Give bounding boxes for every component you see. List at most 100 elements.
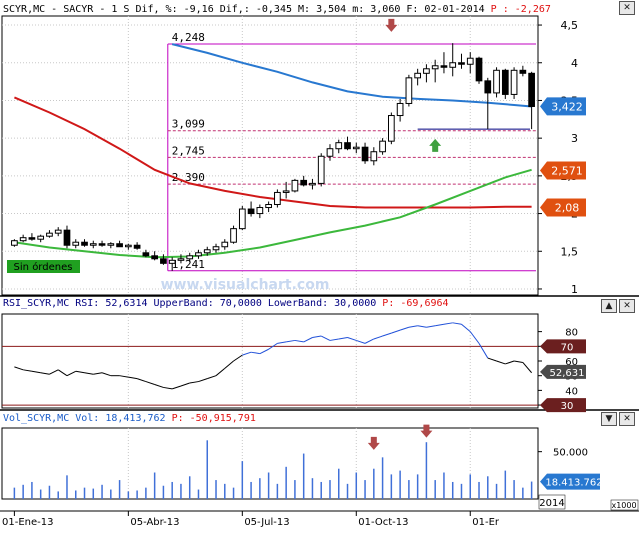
maximize-button[interactable]: ▲: [601, 299, 617, 313]
candle-body: [379, 140, 386, 153]
candle-body: [151, 255, 158, 260]
candle-body: [335, 142, 343, 150]
rsi-line-segment: [40, 372, 50, 375]
price-tag-label: 3,422: [551, 100, 583, 113]
fib-level-label: 1,241: [172, 258, 205, 271]
y-tick-label: 4,5: [561, 19, 579, 32]
rsi-line-segment: [145, 381, 155, 385]
rsi-line-segment: [286, 339, 295, 343]
candle-body: [203, 249, 211, 254]
candle-body: [256, 207, 264, 215]
candle-body: [63, 229, 71, 246]
y-tick-label: 1: [571, 283, 578, 296]
year-label: 2014: [539, 498, 564, 509]
rsi-line-segment: [391, 329, 401, 334]
rsi-line-segment: [23, 369, 32, 372]
price-tag: [540, 97, 586, 116]
candle-body: [265, 204, 272, 209]
price-tag: [540, 161, 586, 180]
candle-body: [195, 252, 202, 257]
x-tick-label: 05-Jul-13: [244, 517, 289, 528]
candle-body: [116, 243, 123, 248]
rsi-line-segment: [189, 381, 199, 384]
rsi-line-segment: [224, 360, 234, 369]
candle-body: [458, 62, 465, 65]
close-button[interactable]: ✕: [619, 299, 635, 313]
price-tag: [540, 198, 586, 217]
volume-value-tag-label: 18.413.762: [545, 478, 602, 489]
rsi-line-segment: [75, 370, 85, 374]
candle-body: [291, 179, 299, 192]
rsi-line-segment: [443, 322, 453, 325]
rsi-line-segment: [207, 375, 217, 380]
rsi-line-segment: [136, 378, 147, 383]
rsi-value-tag: [540, 364, 586, 379]
candle-body: [414, 72, 421, 79]
rsi-line-segment: [505, 360, 515, 365]
rsi-value-tag-label: 52,631: [550, 368, 585, 379]
rsi-line-segment: [364, 338, 375, 344]
rsi-line-segment: [312, 335, 322, 338]
candle-body: [133, 244, 141, 249]
rsi-line-segment: [426, 325, 436, 328]
candle-body: [326, 148, 334, 157]
rsi-line-segment: [399, 326, 410, 331]
rsi-line-segment: [251, 351, 260, 355]
candle-body: [160, 258, 167, 264]
rsi-line-segment: [268, 342, 278, 350]
watermark: www.visualchart.com: [161, 277, 330, 293]
candle-body: [370, 151, 378, 162]
rsi-line-segment: [215, 367, 226, 377]
green-moving-average-line: [14, 168, 532, 259]
rsi-line-segment: [66, 370, 76, 377]
volume-panel-frame: [1, 427, 539, 500]
rsi-line-segment: [417, 325, 427, 328]
candle-body: [230, 228, 237, 243]
candle-body: [274, 191, 281, 206]
candle-body: [177, 258, 185, 261]
candle-body: [510, 69, 518, 95]
candle-body: [317, 155, 325, 184]
rsi-line-segment: [128, 376, 138, 380]
rsi-value-tag: [540, 398, 586, 413]
rsi-line-segment: [461, 323, 471, 333]
rsi-line-segment: [84, 372, 94, 375]
candle-body: [449, 62, 457, 68]
candle-body: [344, 142, 351, 150]
rsi-line-segment: [163, 386, 173, 390]
candle-body: [440, 65, 448, 68]
y-tick-label: 4: [571, 57, 578, 70]
candle-body: [142, 252, 150, 257]
candle-body: [247, 208, 255, 215]
candle-body: [89, 243, 97, 246]
y-tick-label: 60: [565, 357, 578, 368]
rsi-line-segment: [496, 360, 506, 365]
close-button[interactable]: ✕: [619, 412, 635, 426]
rsi-value-tag-label: 30: [561, 401, 574, 412]
candle-body: [501, 69, 509, 95]
fib-level-label: 2,745: [172, 144, 205, 157]
scale-label-box: [610, 499, 639, 511]
up-arrow-marker: [429, 138, 442, 152]
candle-body: [405, 77, 413, 104]
rsi-line-segment: [14, 366, 24, 371]
candle-body: [238, 208, 246, 230]
status-badge-label: Sin órdenes: [14, 261, 73, 273]
y-tick-label: 40: [565, 386, 578, 397]
rsi-line-segment: [382, 332, 392, 337]
rsi-line-segment: [338, 337, 348, 340]
close-button[interactable]: ✕: [619, 1, 635, 15]
rsi-line-segment: [233, 354, 243, 362]
rsi-line-segment: [356, 339, 366, 344]
x-tick-label: 01-Ene-13: [2, 517, 53, 528]
y-tick-label: 50.000: [553, 448, 588, 459]
candle-body: [528, 72, 535, 107]
rsi-line-segment: [57, 369, 68, 377]
volume-header: Vol_SCYR,MC Vol: 18,413,762 P: -50,915,7…: [3, 413, 256, 424]
rsi-line-segment: [242, 351, 252, 356]
candle-body: [466, 57, 474, 65]
rsi-line-segment: [514, 360, 523, 363]
minimize-button[interactable]: ▼: [601, 412, 617, 426]
year-label-box: [538, 494, 566, 510]
